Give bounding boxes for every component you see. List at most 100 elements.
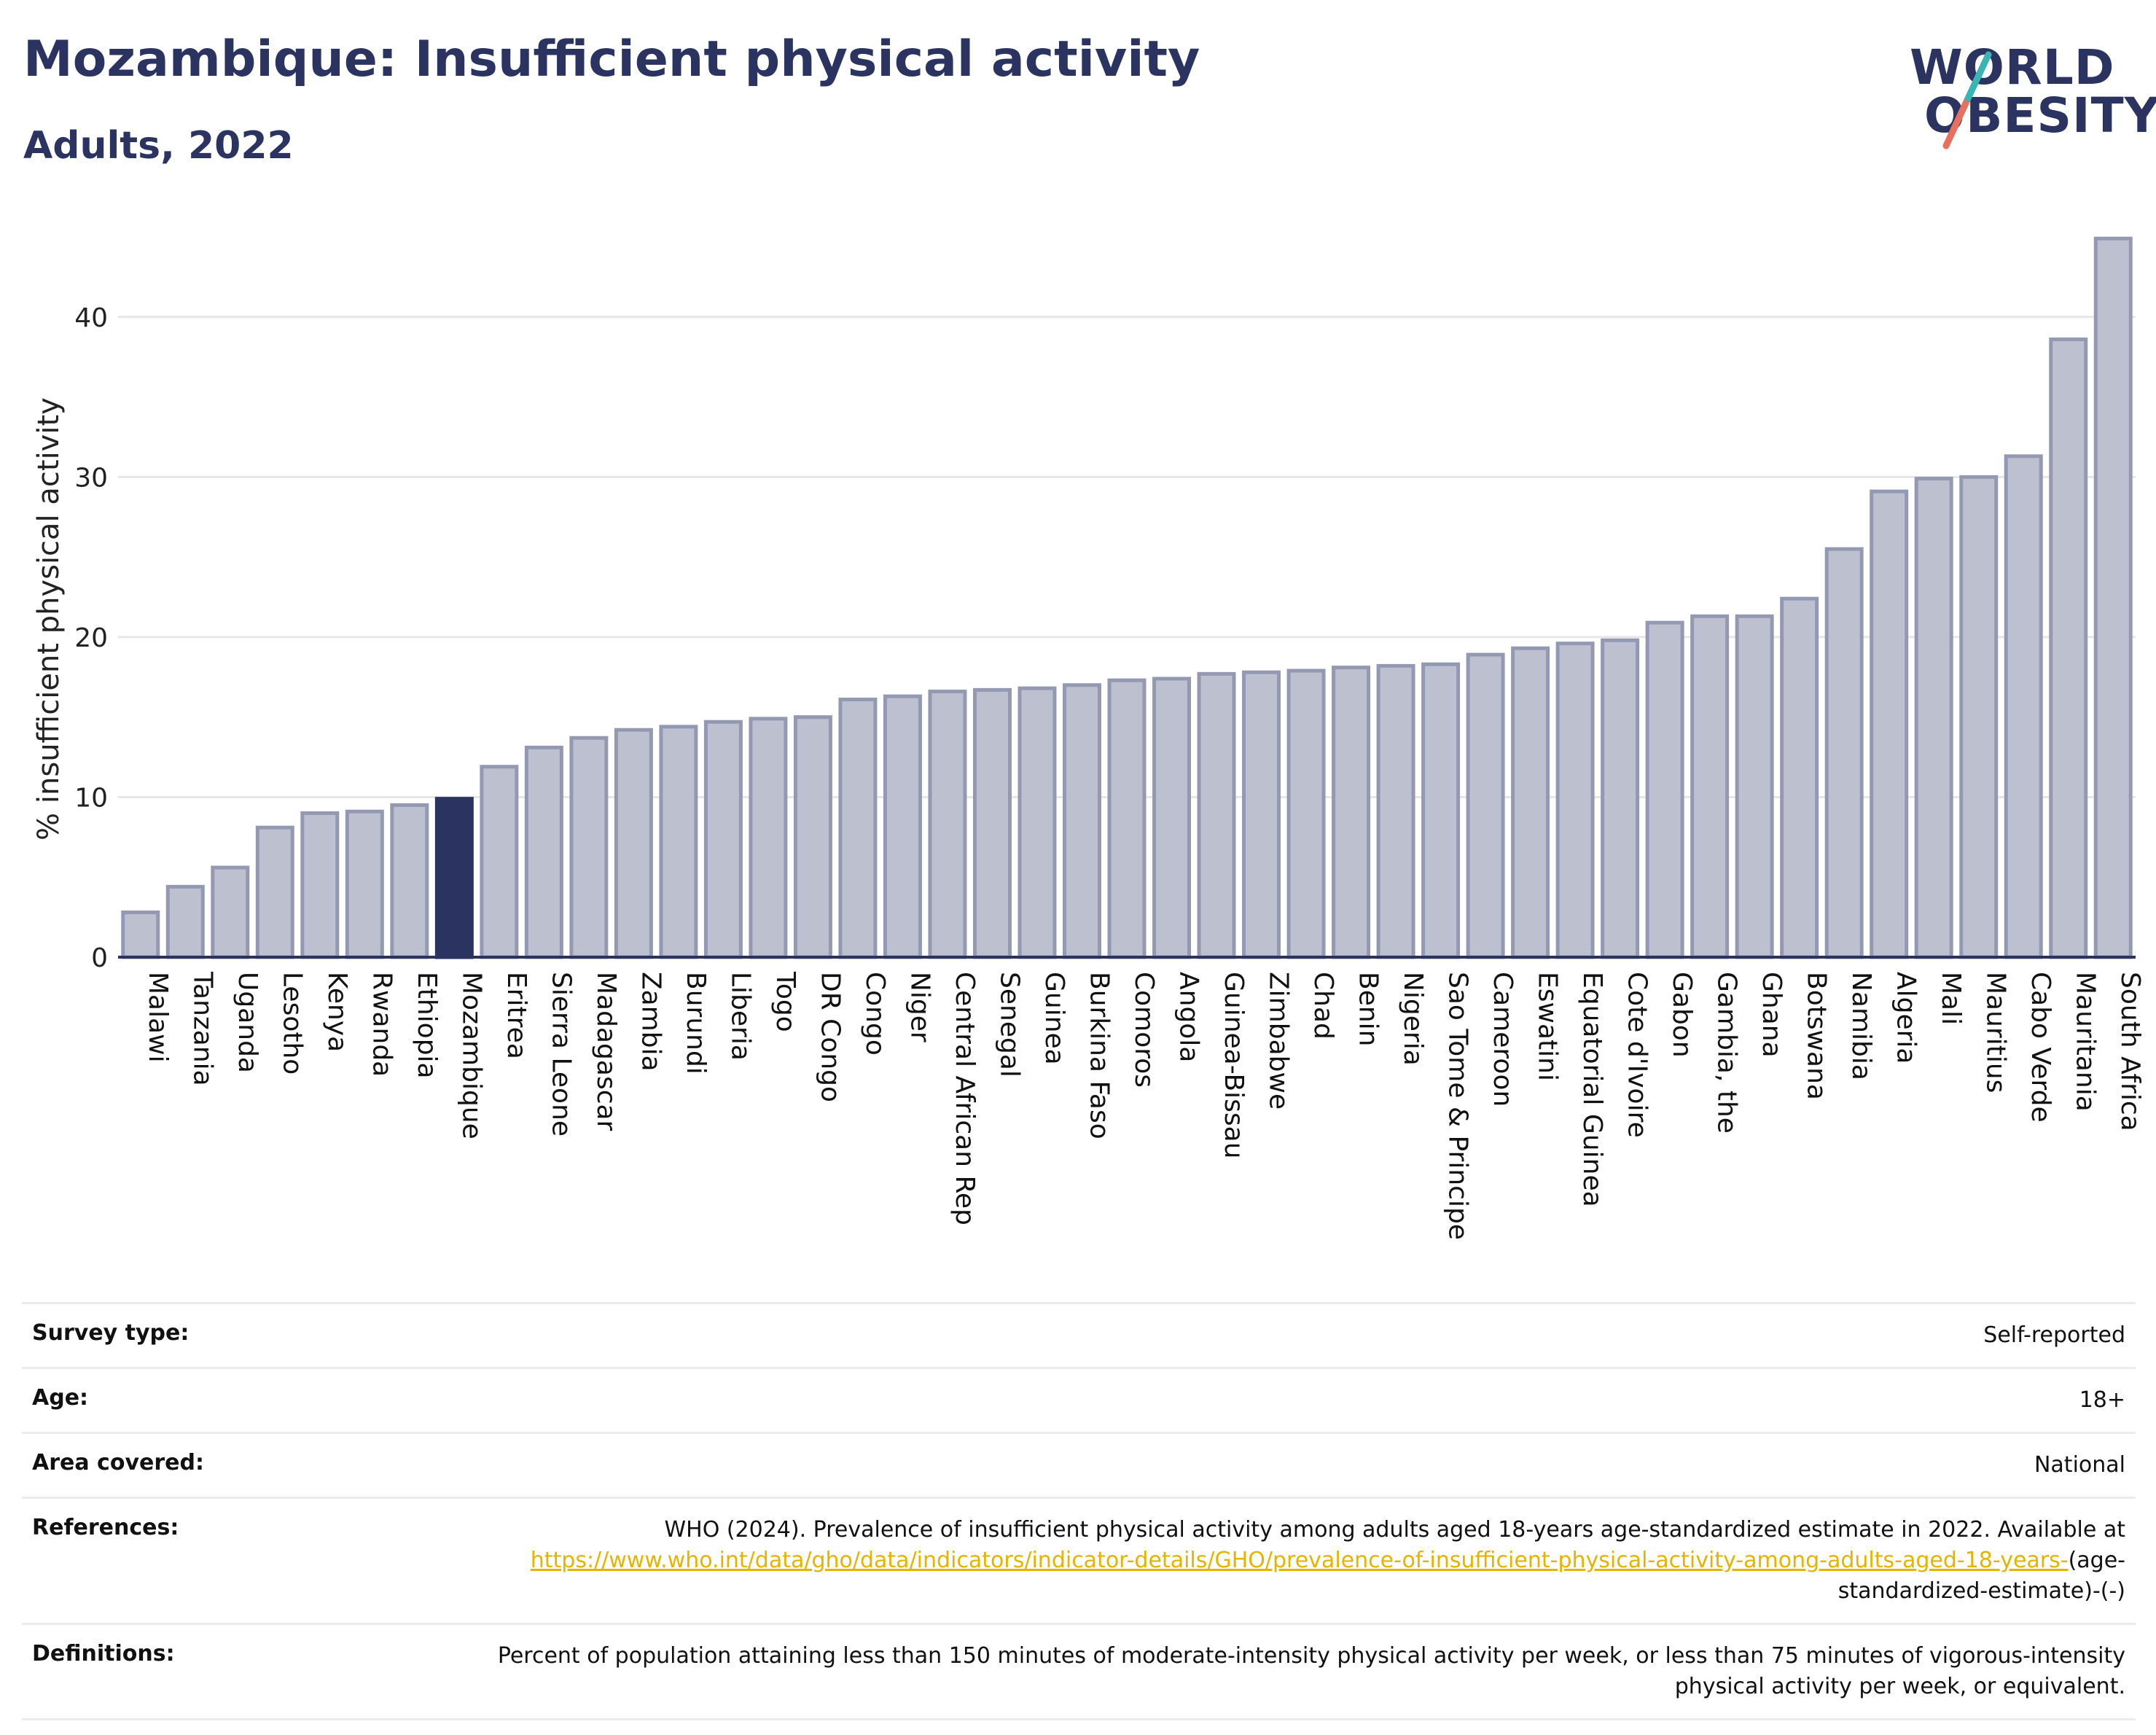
bar [749,717,788,959]
x-tick-label: Mali [1936,972,1966,1025]
x-tick-label: Algeria [1891,972,1921,1064]
x-tick-label: Mozambique [456,972,486,1139]
x-tick-label: Eritrea [501,972,531,1059]
info-row-definitions: Definitions: Percent of population attai… [22,1623,2136,1720]
bar [300,811,340,959]
x-tick-label: Sao Tome & Principe [1443,972,1473,1240]
age-value: 18+ [2079,1387,2125,1413]
bar [1197,671,1236,959]
x-tick-label: Central African Rep [950,972,980,1225]
bar [1690,614,1730,959]
x-tick-label: Chad [1308,972,1338,1040]
bar [1062,683,1101,959]
x-tick-label: South Africa [2115,972,2145,1131]
bar [1735,614,1774,959]
bar [1959,475,1999,959]
bar [1555,642,1595,959]
logo-line1: WORLD [1910,39,2115,95]
y-axis-label: % insufficient physical activity [32,397,66,841]
y-tick-label: 10 [74,783,108,813]
references-text: WHO (2024). Prevalence of insufficient p… [664,1517,2125,1543]
bar [972,687,1012,959]
info-row-area: Area covered: National [22,1432,2136,1497]
info-table: Survey type: Self-reported Age: 18+ Area… [22,1302,2136,1720]
bar [1511,646,1550,959]
bar [1242,670,1281,959]
bar [1645,620,1684,959]
bar [1286,668,1326,959]
x-tick-label: Congo [860,972,890,1056]
x-tick-label: Namibia [1846,972,1876,1080]
bar [614,728,653,959]
bar [838,698,878,959]
world-obesity-logo: WORLD OBESITY [1902,29,2156,160]
bar [703,720,743,959]
x-tick-label: DR Congo [815,972,845,1102]
x-tick-label: Burundi [681,972,711,1075]
x-tick-label: Ghana [1757,972,1786,1058]
x-tick-label: Cameroon [1488,972,1518,1107]
bar [345,809,384,959]
area-value: National [2034,1452,2125,1478]
bar [1780,596,1819,959]
x-tick-label: Madagascar [591,972,621,1131]
bar [1466,652,1505,959]
x-tick-label: Guinea [1039,972,1069,1065]
x-tick-label: Mauritius [1981,972,2011,1093]
references-suffix: (age-standardized-estimate)-(-) [1837,1548,2125,1604]
x-tick-label: Togo [770,971,800,1032]
references-label: References: [32,1515,179,1540]
x-tick-label: Botswana [1802,972,1832,1100]
x-tick-label: Zimbabwe [1264,972,1294,1110]
bar [1421,662,1461,959]
bar [211,865,250,959]
x-tick-label: Senegal [994,972,1024,1077]
x-tick-label: Malawi [143,972,173,1063]
definitions-label: Definitions: [32,1641,175,1666]
bar [390,803,429,959]
definitions-value: Percent of population attaining less tha… [497,1643,2125,1699]
x-tick-label: Mauritania [2071,972,2101,1112]
x-tick-label: Cote d'Ivoire [1622,972,1652,1138]
x-tick-label: Eswatini [1533,972,1563,1081]
bar [793,715,832,959]
x-tick-label: Rwanda [367,972,397,1077]
y-tick-label: 20 [74,623,108,653]
bar-highlight [434,797,474,959]
x-tick-label: Sierra Leone [546,972,576,1136]
bar [2004,454,2043,959]
x-tick-label: Comoros [1129,972,1159,1088]
x-tick-label: Guinea-Bissau [1219,972,1249,1159]
y-tick-label: 30 [74,463,108,493]
x-tick-label: Nigeria [1398,972,1428,1066]
bar [524,745,563,959]
y-tick-label: 0 [91,943,108,973]
x-tick-label: Liberia [725,972,755,1061]
x-tick-label: Zambia [636,972,665,1072]
references-link[interactable]: https://www.who.int/data/gho/data/indica… [530,1548,2069,1573]
y-tick-label: 40 [74,303,108,333]
age-label: Age: [32,1385,89,1411]
page-subtitle: Adults, 2022 [23,124,294,168]
x-tick-label: Tanzania [187,971,217,1086]
info-row-age: Age: 18+ [22,1367,2136,1432]
x-tick-label: Gambia, the [1712,972,1742,1134]
x-tick-label: Niger [905,972,934,1042]
bar [1914,477,1953,959]
bar [883,694,922,959]
area-label: Area covered: [32,1450,204,1475]
x-tick-label: Kenya [322,972,352,1052]
info-row-survey-type: Survey type: Self-reported [22,1302,2136,1367]
x-tick-label: Benin [1354,972,1383,1046]
x-tick-label: Uganda [233,972,262,1073]
bar [1601,638,1640,959]
bar [1107,678,1147,959]
bar [165,884,205,959]
bar [480,765,519,959]
x-tick-label: Angola [1174,972,1204,1062]
bar [1152,677,1192,959]
bar [928,690,967,959]
bar [121,911,160,959]
bar [1332,666,1371,959]
bar [2049,338,2088,959]
